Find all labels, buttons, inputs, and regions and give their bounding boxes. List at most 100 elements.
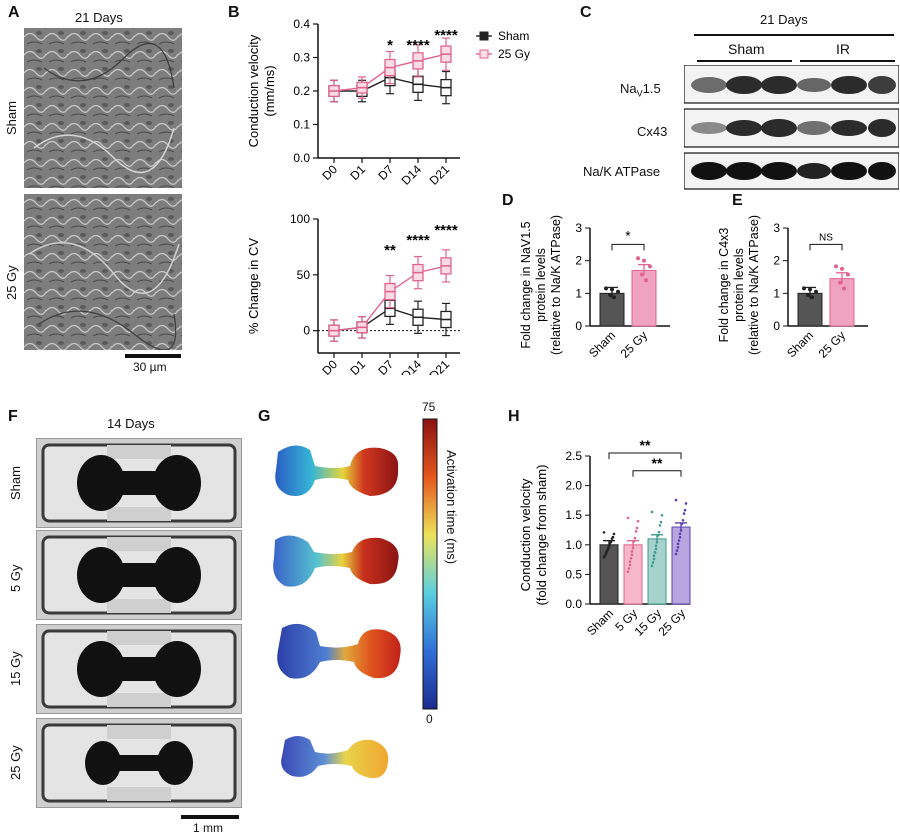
y-tick-label: 0.5 [565, 567, 582, 581]
y-tick-label: 0 [575, 319, 582, 333]
significance-mark: **** [406, 37, 430, 54]
scale-bar-f [181, 815, 239, 819]
data-point [602, 531, 606, 534]
data-point [680, 522, 684, 525]
bar [599, 544, 619, 605]
data-point [683, 508, 687, 512]
panel-label-b: B [228, 4, 240, 21]
y-tick-label: 0.1 [293, 118, 310, 132]
y-axis-label: (fold change from sham) [534, 465, 549, 606]
ir-group-line [800, 60, 895, 62]
data-point [611, 535, 615, 539]
y-axis-label: Conduction velocity [246, 34, 261, 147]
tissue-image [36, 718, 242, 808]
data-point [632, 540, 636, 543]
significance-mark: ** [640, 437, 651, 453]
chart-d: 0 1 2 3 Sham 25 Gy * Fold change in NaV1.5 prote… [519, 215, 670, 361]
group-label-ir: IR [836, 41, 850, 57]
significance-mark: * [387, 37, 393, 54]
data-point [676, 545, 680, 549]
x-tick-label: D14 [399, 357, 425, 375]
x-tick-label: D0 [319, 357, 340, 375]
y-tick-label: 0 [303, 324, 310, 338]
data-point [674, 552, 678, 556]
data-point [682, 512, 686, 515]
legend-label: 25 Gy [498, 47, 530, 61]
panel-label-f: F [8, 408, 18, 425]
tissue-image [36, 530, 242, 620]
legend-swatch [479, 31, 489, 41]
data-point [657, 530, 661, 534]
y-tick-label: 0.4 [293, 17, 310, 31]
data-point [681, 519, 685, 522]
row-label: Sham [8, 466, 23, 500]
y-axis-label: (relative to Na/K ATPase) [549, 215, 563, 355]
x-tick-label: D1 [347, 162, 368, 183]
significance-mark: **** [406, 232, 430, 249]
data-point [648, 264, 652, 269]
data-point [636, 519, 640, 523]
data-point [806, 292, 810, 297]
colorbar [422, 418, 438, 710]
data-point [652, 554, 656, 558]
data-point [652, 557, 656, 561]
significance-mark: NS [819, 232, 833, 243]
data-point [659, 520, 663, 524]
data-point [650, 510, 654, 514]
data-point [654, 547, 658, 551]
y-tick-label: 2.0 [565, 479, 582, 493]
significance-bracket [611, 243, 645, 251]
data-point [628, 560, 632, 563]
significance-mark: * [625, 227, 631, 243]
data-point [604, 552, 608, 556]
data-point [626, 516, 630, 520]
data-point [630, 553, 634, 557]
x-tick-label: Sham [586, 328, 618, 360]
colorbar-label: Activation time (ms) [444, 450, 459, 565]
data-point [679, 529, 683, 532]
panel-label-d: D [502, 192, 514, 209]
bar [599, 292, 625, 327]
data-point [678, 535, 682, 539]
data-point [810, 295, 814, 300]
x-tick-label: D14 [399, 162, 425, 188]
y-tick-label: 1 [773, 286, 780, 300]
y-tick-label: 2 [773, 254, 780, 268]
panel-a-title: 21 Days [75, 10, 123, 25]
chart-e: 0 1 2 3 Sham 25 Gy NS Fold change in C4x3 protei… [717, 215, 868, 361]
x-tick-label: D0 [319, 162, 340, 183]
y-tick-label: 3 [773, 221, 780, 235]
data-point [642, 258, 646, 263]
significance-bracket [632, 470, 682, 477]
significance-mark: ** [652, 455, 663, 471]
data-point [658, 524, 662, 527]
group-label-sham: Sham [728, 41, 765, 57]
y-tick-label: 1 [575, 286, 582, 300]
y-axis-label: % Change in CV [246, 238, 261, 334]
y-tick-label: 1.0 [565, 538, 582, 552]
y-axis-label: protein levels [534, 248, 548, 322]
sham-group-line [697, 60, 792, 62]
y-tick-label: 50 [297, 268, 311, 282]
y-tick-label: 0 [773, 319, 780, 333]
data-point [846, 272, 850, 277]
y-tick-label: 0.2 [293, 84, 310, 98]
data-point [633, 536, 637, 540]
data-point [814, 289, 818, 294]
scale-label-f: 1 mm [193, 821, 223, 835]
data-point [678, 532, 682, 536]
y-axis-label: Fold change in C4x3 [717, 228, 731, 343]
data-point [651, 561, 655, 564]
tissue-image [36, 624, 242, 714]
band-label-nak: Na/K ATPase [583, 164, 661, 179]
legend-label: Sham [498, 29, 529, 43]
data-point [640, 272, 644, 277]
significance-mark: **** [434, 27, 458, 44]
row-label: 5 Gy [8, 564, 23, 592]
data-point [842, 286, 846, 291]
x-tick-label: Sham [784, 328, 816, 360]
x-tick-label: 25 Gy [618, 328, 651, 361]
data-point [616, 289, 620, 294]
data-point [650, 564, 654, 568]
